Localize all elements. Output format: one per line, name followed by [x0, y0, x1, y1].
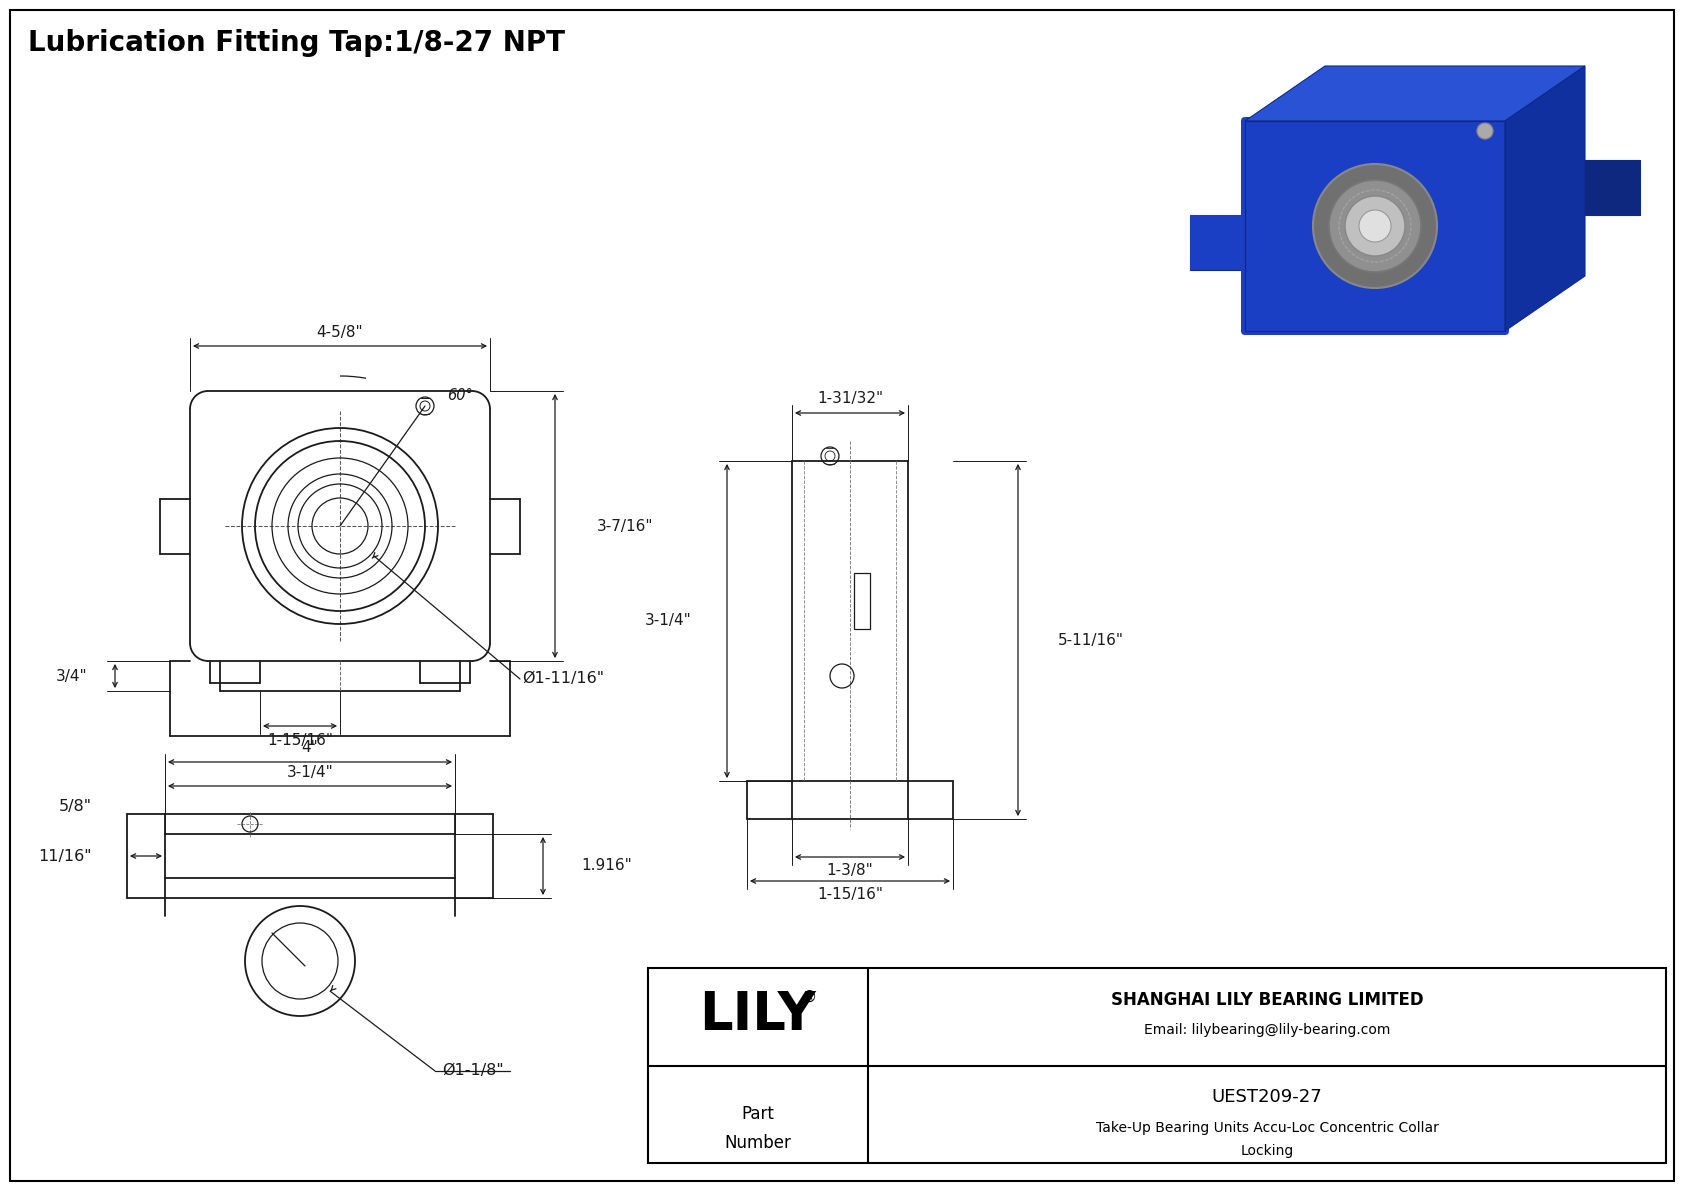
Polygon shape — [1505, 66, 1585, 331]
Text: UEST209-27: UEST209-27 — [1211, 1087, 1322, 1105]
Text: SHANGHAI LILY BEARING LIMITED: SHANGHAI LILY BEARING LIMITED — [1111, 991, 1423, 1009]
Bar — [648, 968, 1665, 1162]
Text: 3-1/4": 3-1/4" — [286, 765, 333, 779]
Text: 3-1/4": 3-1/4" — [645, 613, 692, 629]
Text: 5/8": 5/8" — [59, 798, 93, 813]
Text: Part: Part — [741, 1105, 775, 1123]
Text: 1-15/16": 1-15/16" — [817, 887, 882, 903]
Text: 3/4": 3/4" — [56, 668, 88, 684]
Text: 5-11/16": 5-11/16" — [1058, 632, 1123, 648]
Text: Number: Number — [724, 1135, 791, 1153]
Circle shape — [1314, 164, 1436, 288]
Text: Ø1-11/16": Ø1-11/16" — [522, 672, 605, 686]
Text: Locking: Locking — [1241, 1145, 1293, 1159]
Text: 11/16": 11/16" — [39, 848, 93, 863]
Circle shape — [1329, 180, 1421, 272]
Text: 1-31/32": 1-31/32" — [817, 392, 882, 406]
Circle shape — [1359, 210, 1391, 242]
Text: ®: ® — [802, 990, 818, 1004]
Text: 60°: 60° — [446, 388, 473, 404]
Text: Ø1-1/8": Ø1-1/8" — [441, 1064, 504, 1079]
Text: 4-5/8": 4-5/8" — [317, 324, 364, 339]
Text: 1-15/16": 1-15/16" — [268, 732, 333, 748]
Text: 3-7/16": 3-7/16" — [598, 518, 653, 534]
Text: 1-3/8": 1-3/8" — [827, 863, 874, 879]
Text: 4": 4" — [301, 741, 318, 755]
Circle shape — [1477, 123, 1494, 139]
Text: Lubrication Fitting Tap:1/8-27 NPT: Lubrication Fitting Tap:1/8-27 NPT — [29, 29, 566, 57]
Polygon shape — [1244, 66, 1585, 121]
Bar — [854, 573, 871, 629]
Bar — [1191, 216, 1244, 270]
Text: 1.916": 1.916" — [581, 859, 632, 873]
Circle shape — [1346, 197, 1404, 256]
Text: Email: lilybearing@lily-bearing.com: Email: lilybearing@lily-bearing.com — [1143, 1023, 1391, 1037]
Text: LILY: LILY — [699, 989, 817, 1041]
Text: Take-Up Bearing Units Accu-Loc Concentric Collar: Take-Up Bearing Units Accu-Loc Concentri… — [1096, 1121, 1438, 1135]
FancyBboxPatch shape — [1241, 117, 1509, 335]
Bar — [1585, 161, 1640, 216]
